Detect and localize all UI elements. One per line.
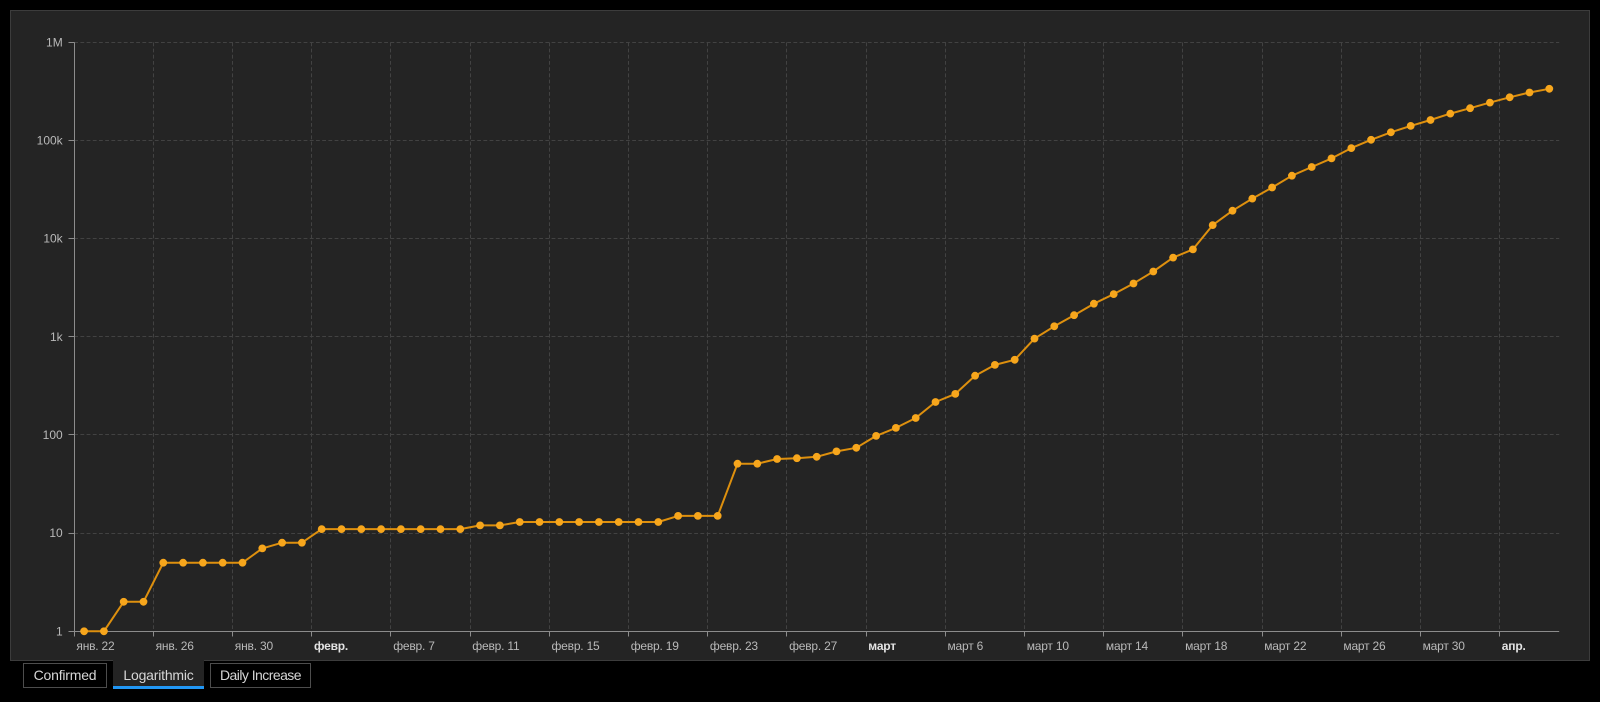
svg-text:янв. 22: янв. 22 [76, 639, 115, 653]
svg-text:февр. 7: февр. 7 [393, 639, 435, 653]
svg-text:1k: 1k [50, 330, 64, 344]
svg-text:1: 1 [56, 624, 63, 638]
svg-text:март 26: март 26 [1343, 639, 1386, 653]
svg-text:март 6: март 6 [948, 639, 984, 653]
svg-text:апр.: апр. [1502, 639, 1526, 653]
svg-text:янв. 26: янв. 26 [156, 639, 195, 653]
svg-text:март 22: март 22 [1264, 639, 1307, 653]
svg-text:100: 100 [43, 428, 63, 442]
svg-text:март 10: март 10 [1027, 639, 1070, 653]
svg-text:100k: 100k [37, 134, 64, 148]
svg-text:февр. 23: февр. 23 [710, 639, 759, 653]
svg-text:10: 10 [49, 526, 63, 540]
svg-text:март 30: март 30 [1423, 639, 1466, 653]
svg-text:февр. 27: февр. 27 [789, 639, 838, 653]
svg-text:март 18: март 18 [1185, 639, 1228, 653]
svg-text:10k: 10k [43, 232, 63, 246]
svg-text:февр. 19: февр. 19 [631, 639, 680, 653]
svg-text:февр.: февр. [314, 639, 348, 653]
svg-text:янв. 30: янв. 30 [235, 639, 274, 653]
svg-text:март: март [868, 639, 896, 653]
svg-text:1M: 1M [46, 35, 63, 49]
svg-text:февр. 11: февр. 11 [472, 639, 520, 653]
svg-text:февр. 15: февр. 15 [552, 639, 601, 653]
svg-text:март 14: март 14 [1106, 639, 1149, 653]
